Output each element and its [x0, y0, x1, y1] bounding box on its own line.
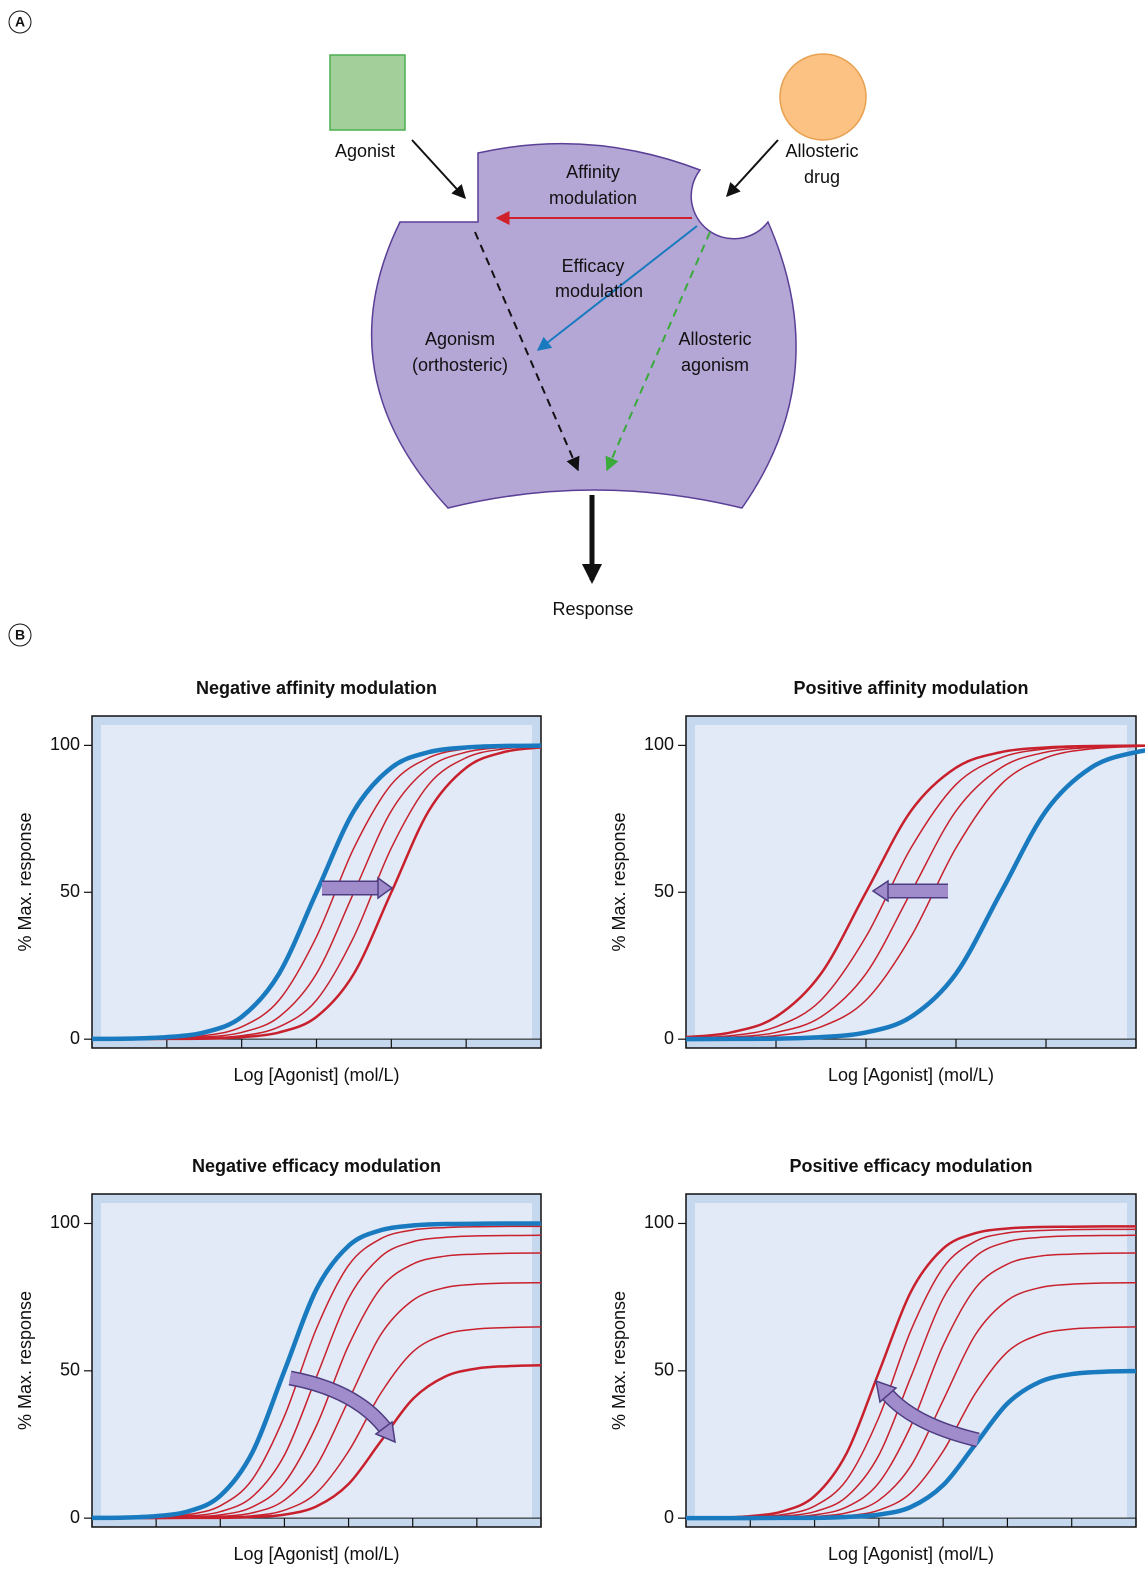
y-tick-label: 0 — [664, 1507, 674, 1527]
chart-title: Positive affinity modulation — [793, 678, 1028, 698]
y-tick-label: 100 — [50, 1212, 80, 1232]
chart: Positive affinity modulation Log [Agonist… — [609, 678, 1145, 1085]
label: Allosteric — [785, 141, 858, 161]
chart-title: Negative affinity modulation — [196, 678, 437, 698]
plot-inner — [101, 725, 532, 1039]
arrow — [412, 140, 465, 198]
y-tick-label: 0 — [664, 1028, 674, 1048]
y-tick-label: 50 — [654, 1360, 674, 1380]
y-tick-label: 0 — [70, 1028, 80, 1048]
label: agonism — [681, 355, 749, 375]
chart-title: Negative efficacy modulation — [192, 1156, 441, 1176]
y-axis-label: % Max. response — [15, 1291, 35, 1430]
panel-label: B — [15, 627, 25, 643]
x-axis-label: Log [Agonist] (mol/L) — [233, 1544, 399, 1564]
label: modulation — [549, 188, 637, 208]
y-tick-label: 50 — [60, 1360, 80, 1380]
y-axis-label: % Max. response — [15, 812, 35, 951]
label: Agonism — [425, 329, 495, 349]
y-tick-label: 0 — [70, 1507, 80, 1527]
label: (orthosteric) — [412, 355, 508, 375]
label: Allosteric — [678, 329, 751, 349]
y-axis-label: % Max. response — [609, 812, 629, 951]
y-tick-label: 50 — [654, 881, 674, 901]
panel-a: A Agonist Allosteric drug Affinity modul… — [9, 11, 866, 619]
plot-inner — [695, 725, 1127, 1039]
chart: Negative efficacy modulation Log [Agonist… — [15, 1156, 541, 1564]
label: drug — [804, 167, 840, 187]
label: modulation — [555, 281, 643, 301]
x-axis-label: Log [Agonist] (mol/L) — [828, 1065, 994, 1085]
chart: Positive efficacy modulation Log [Agonist… — [609, 1156, 1136, 1564]
plot-inner — [101, 1203, 532, 1518]
plot-inner — [695, 1203, 1127, 1518]
y-tick-label: 50 — [60, 881, 80, 901]
y-tick-label: 100 — [644, 1212, 674, 1232]
x-axis-label: Log [Agonist] (mol/L) — [233, 1065, 399, 1085]
y-tick-label: 100 — [50, 734, 80, 754]
x-axis-label: Log [Agonist] (mol/L) — [828, 1544, 994, 1564]
arrow — [727, 140, 778, 196]
chart-title: Positive efficacy modulation — [789, 1156, 1032, 1176]
figure: A Agonist Allosteric drug Affinity modul… — [0, 0, 1145, 1594]
chart: Negative affinity modulation Log [Agonist… — [15, 678, 541, 1085]
y-tick-label: 100 — [644, 734, 674, 754]
label: Response — [552, 599, 633, 619]
allosteric-shape — [780, 54, 866, 140]
y-axis-label: % Max. response — [609, 1291, 629, 1430]
label: Agonist — [335, 141, 395, 161]
label: Affinity — [566, 162, 620, 182]
agonist-shape — [330, 55, 405, 130]
panel-label: A — [15, 14, 25, 30]
label: Efficacy — [562, 256, 625, 276]
